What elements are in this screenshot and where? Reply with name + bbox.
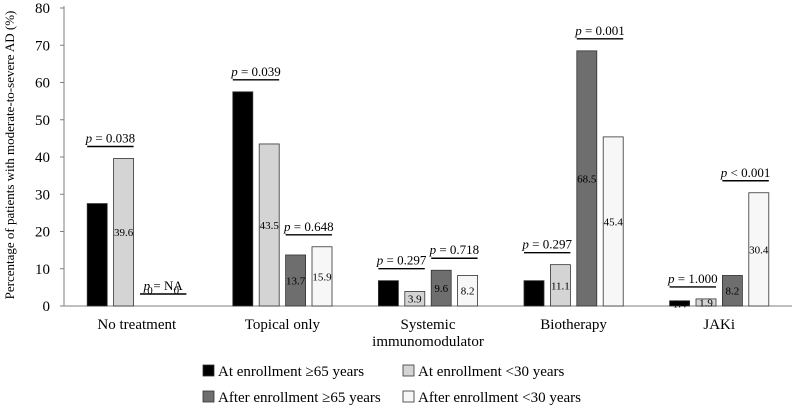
data-label: 9.6	[434, 283, 448, 295]
data-label: 15.9	[312, 271, 332, 283]
data-label: 6.8	[527, 288, 541, 300]
axes: 0 10 20 30 40 50 60 70 80	[35, 1, 792, 315]
y-tick-label: 70	[35, 38, 50, 54]
category-label: No treatment	[97, 317, 177, 333]
category-labels: No treatment Topical only Systemicimmunomo…	[97, 317, 735, 350]
bar	[404, 291, 426, 307]
bar	[669, 300, 690, 307]
data-label: 68.5	[577, 173, 597, 185]
bars	[86, 50, 770, 307]
bar	[377, 280, 399, 307]
y-tick-label: 30	[35, 187, 50, 203]
data-label: 1.4	[673, 298, 687, 310]
y-tick-label: 0	[43, 299, 51, 315]
data-label: 30.4	[749, 244, 769, 256]
bar	[748, 192, 770, 307]
data-label: 45.4	[604, 216, 624, 228]
data-label: 0	[147, 285, 153, 297]
bar	[523, 280, 545, 307]
bar	[722, 275, 743, 307]
category-label: immunomodulator	[372, 334, 484, 350]
legend-swatch	[202, 364, 215, 377]
bar	[232, 91, 254, 307]
category-label: Systemic	[401, 317, 456, 333]
legend-label: At enrollment ≥65 years	[218, 364, 364, 380]
p-value-label: p = 0.038	[85, 130, 136, 145]
data-label: 3.9	[408, 294, 422, 306]
p-value-label: p = 1.000	[667, 271, 718, 286]
p-value-label: p = 0.648	[283, 219, 334, 234]
data-label: 13.7	[286, 275, 306, 287]
y-tick-label: 40	[35, 150, 50, 166]
data-label: 0	[174, 285, 180, 297]
data-label: 11.1	[551, 280, 570, 292]
legend-swatch	[402, 364, 415, 377]
y-tick-label: 80	[35, 1, 50, 17]
bar	[258, 143, 280, 307]
y-tick-label: 50	[35, 113, 50, 129]
legend: At enrollment ≥65 years At enrollment <30…	[202, 364, 581, 406]
bar	[113, 158, 134, 307]
p-value-label: p = 0.039	[230, 64, 281, 79]
y-tick-label: 60	[35, 76, 50, 92]
data-label: 57.5	[233, 194, 253, 206]
bar	[602, 136, 624, 307]
category-label: Biotherapy	[540, 317, 607, 333]
p-value-label: p = 0.297	[521, 237, 572, 252]
legend-label: At enrollment <30 years	[418, 364, 565, 380]
data-label: 27.5	[88, 250, 108, 262]
p-value-annotations: p = 0.038 p = NA p = 0.039 p = 0.648 p = 0.2…	[85, 23, 771, 295]
data-label: 8.2	[726, 286, 740, 298]
y-tick-label: 20	[35, 225, 50, 241]
legend-swatch	[202, 390, 215, 403]
bar	[86, 203, 108, 307]
data-labels: 27.5 57.5 6.8 6.8 1.4 39.6 43.5 3.9 11.1 1.9 0 13.7…	[88, 173, 769, 310]
data-label: 8.2	[461, 286, 475, 298]
data-label: 43.5	[260, 220, 280, 232]
p-value-label: p = NA	[143, 278, 184, 293]
category-label: JAKi	[703, 317, 735, 333]
bar	[285, 254, 307, 307]
bar	[576, 50, 598, 307]
legend-label: After enrollment ≥65 years	[218, 390, 381, 406]
bar	[430, 269, 452, 307]
legend-swatch	[402, 390, 415, 403]
p-value-label: p = 0.718	[429, 242, 480, 257]
category-label: Topical only	[245, 317, 321, 333]
data-label: 39.6	[114, 227, 134, 239]
data-label: 1.9	[699, 297, 713, 309]
y-axis-label: Percentage of patients with moderate-to-…	[2, 11, 17, 300]
p-value-label: p < 0.001	[720, 165, 771, 180]
legend-label: After enrollment <30 years	[418, 390, 581, 406]
p-value-label: p = 0.297	[376, 253, 427, 268]
bar	[695, 298, 717, 307]
bar	[550, 264, 571, 307]
bar	[311, 246, 333, 307]
bar	[457, 275, 479, 307]
y-tick-label: 10	[35, 262, 50, 278]
data-label: 6.8	[382, 288, 396, 300]
p-value-label: p = 0.001	[574, 23, 625, 38]
